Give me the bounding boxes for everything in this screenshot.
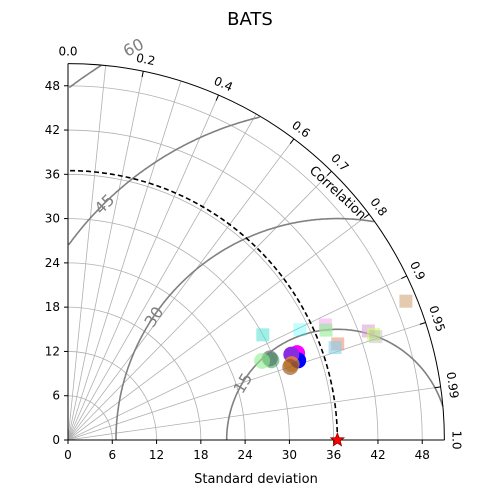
y-tick-label: 12 [45,344,60,358]
correlation-tick-label: 1.0 [449,430,463,449]
correlation-tick [141,71,144,78]
square-marker [366,327,380,341]
correlation-gridline [67,113,257,441]
x-tick-label: 36 [326,448,341,462]
correlation-tick-label: 0.0 [58,45,77,59]
correlation-tick-label: 0.2 [135,51,157,69]
correlation-tick-label: 0.95 [426,304,448,334]
x-tick-label: 18 [193,448,208,462]
correlation-gridline [67,170,332,441]
x-tick-label: 30 [282,448,297,462]
circle-marker [254,352,271,369]
data-points [254,294,413,447]
reference-std-arc [67,169,339,441]
x-tick-label: 0 [64,448,72,462]
square-marker [319,323,333,337]
square-marker [399,294,413,308]
rms-contour [68,116,260,246]
x-tick-label: 12 [149,448,164,462]
correlation-gridline [67,386,441,441]
y-tick-label: 6 [52,389,60,403]
correlation-gridline [67,213,370,441]
std-gridline [67,262,246,441]
correlation-gridline [67,94,219,441]
x-tick-label: 42 [370,448,385,462]
x-tick-label: 24 [237,448,252,462]
correlation-tick [401,275,407,280]
y-tick-label: 18 [45,300,60,314]
correlation-grid [67,65,441,441]
circle-marker [282,358,299,375]
square-marker [369,330,383,344]
std-gridline [67,306,202,441]
correlation-tick-label: 0.6 [289,118,313,141]
correlation-gridline [67,65,107,441]
correlation-tick [364,213,370,219]
x-tick-label: 6 [108,448,116,462]
rms-contour [115,217,374,440]
rms-contour [68,64,102,89]
correlation-gridline [67,275,407,441]
std-gridline [67,395,113,441]
square-marker [293,323,307,337]
correlation-tick [434,386,441,389]
correlation-tick-label: 0.9 [407,259,428,282]
correlation-tick-label: 0.4 [212,74,235,94]
correlation-gridline [67,80,182,441]
rms-contour-label: 15 [230,370,257,397]
x-tick-label: 48 [415,448,430,462]
correlation-gridline [67,322,426,441]
axes: 0.0 0.20.40.60.70.80.90.950.991.000661212… [45,45,464,462]
y-tick-label: 24 [45,256,60,270]
y-tick-label: 30 [45,212,60,226]
std-gridline [67,351,157,441]
reference-star [329,431,346,447]
correlation-gridline [67,138,295,441]
y-tick-label: 42 [45,123,60,137]
correlation-tick-label: 0.99 [444,371,462,399]
square-marker [328,341,342,355]
correlation-axis-label: Correlation [306,163,369,223]
chart-title: BATS [227,9,273,30]
y-tick-label: 36 [45,167,60,181]
x-axis-label: Standard deviation [194,472,318,487]
correlation-tick [419,322,426,325]
std-gridline [67,173,335,441]
std-gridline [67,129,379,441]
correlation-tick [326,170,332,176]
std-gridline [67,218,290,441]
correlation-tick [215,94,220,101]
y-tick-label: 0 [52,433,60,447]
outer-arc [67,63,445,441]
correlation-tick [289,138,295,144]
square-marker [256,328,270,342]
correlation-gridline [67,71,144,441]
y-tick-label: 48 [45,79,60,93]
correlation-tick-label: 0.8 [367,195,390,219]
